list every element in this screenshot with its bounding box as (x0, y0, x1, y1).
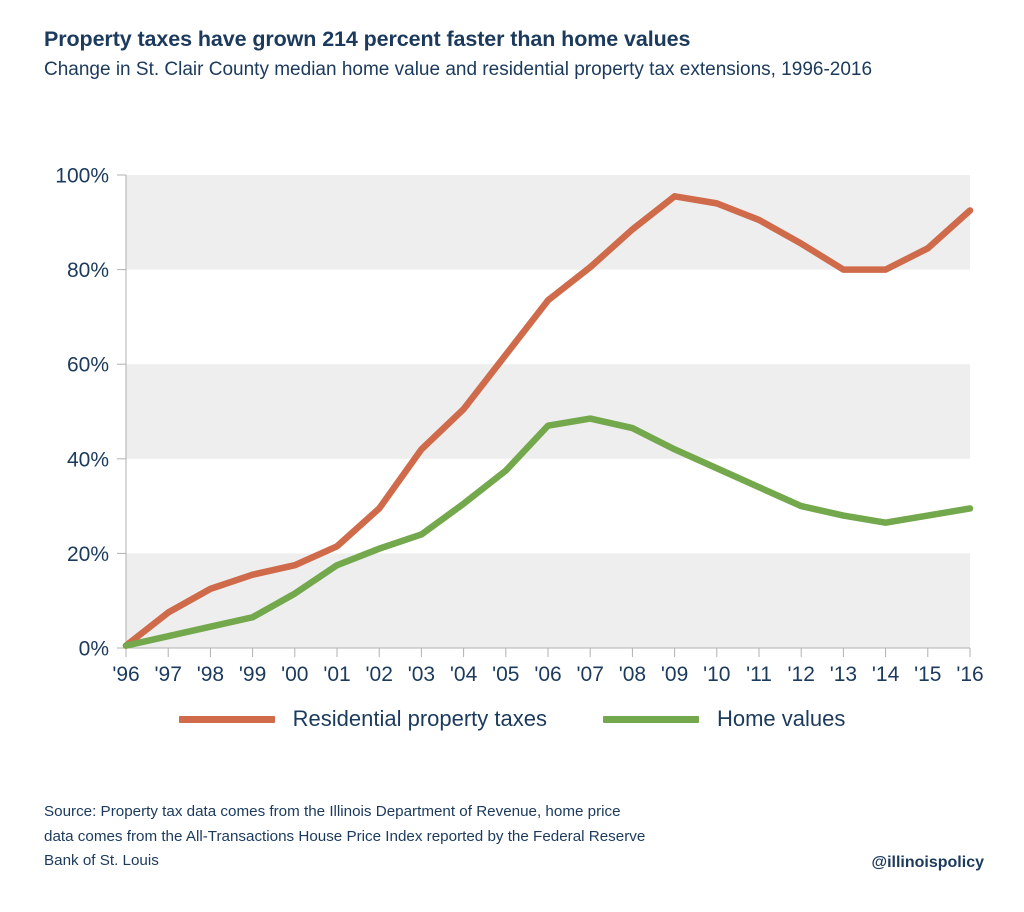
legend-swatch-home-values (602, 715, 699, 723)
x-axis-label: '97 (155, 663, 182, 686)
x-axis-label: '98 (197, 663, 224, 686)
x-axis-label: '00 (281, 663, 308, 686)
x-axis-label: '06 (534, 663, 561, 686)
source-note-line-3: Bank of St. Louis (44, 852, 159, 870)
y-axis-label: 0% (79, 638, 109, 661)
legend-label-home-values: Home values (716, 706, 846, 731)
legend-item-residential-property-taxes[interactable]: Residential property taxes (178, 706, 547, 732)
x-axis-label: '07 (577, 663, 604, 686)
x-axis-label: '04 (450, 663, 478, 686)
grid-band (126, 364, 970, 459)
series-line-home-values (122, 415, 974, 649)
chart-subtitle: Change in St. Clair County median home v… (44, 58, 873, 80)
x-axis-label: '13 (830, 663, 857, 686)
y-axis-label: 80% (67, 259, 109, 282)
chart-header: Property taxes have grown 214 percent fa… (44, 26, 984, 83)
source-note-line-2: data comes from the All-Transactions Hou… (44, 827, 646, 845)
x-axis-label: '03 (408, 663, 435, 686)
series-line-residential-property-taxes (122, 193, 974, 649)
x-axis-label: '10 (703, 663, 730, 686)
chart-svg: 0% 20% 40% 60% 80% 100% '96 '97 '98 '99 '00 '01 '02 '… (55, 165, 983, 687)
y-axis-label: 100% (55, 165, 109, 188)
brand-handle: @illinoispolicy (871, 853, 984, 871)
y-axis-label: 60% (67, 354, 109, 377)
chart-plot-area: 0% 20% 40% 60% 80% 100% '96 '97 '98 '99 '00 '01 '02 '… (0, 160, 1024, 690)
y-axis-label: 40% (67, 448, 109, 471)
legend-item-home-values[interactable]: Home values (602, 706, 846, 732)
chart-legend: Residential property taxes Home values (0, 706, 1024, 732)
x-axis-label: '01 (323, 663, 350, 686)
y-axis-label: 20% (67, 543, 109, 566)
x-axis-label: '02 (366, 663, 393, 686)
x-axis-label: '16 (956, 663, 983, 686)
x-axis-label: '09 (661, 663, 688, 686)
grid-band (126, 175, 970, 270)
source-note-line-1: Source: Property tax data comes from the… (44, 803, 621, 820)
x-axis-label: '14 (872, 663, 900, 686)
x-axis-label: '11 (746, 663, 772, 686)
chart-title: Property taxes have grown 214 percent fa… (44, 27, 691, 51)
source-note: Source: Property tax data comes from the… (44, 800, 645, 874)
x-axis-label: '96 (112, 663, 139, 686)
x-axis-label: '05 (492, 663, 519, 686)
chart-footer: Source: Property tax data comes from the… (44, 800, 984, 874)
legend-label-residential-property-taxes: Residential property taxes (292, 706, 547, 731)
x-axis-label: '12 (788, 663, 815, 686)
x-axis-label: '15 (914, 663, 941, 686)
grid-band (126, 553, 970, 648)
legend-swatch-residential-property-taxes (178, 715, 275, 723)
x-axis-label: '08 (619, 663, 646, 686)
x-axis-label: '99 (239, 663, 266, 686)
